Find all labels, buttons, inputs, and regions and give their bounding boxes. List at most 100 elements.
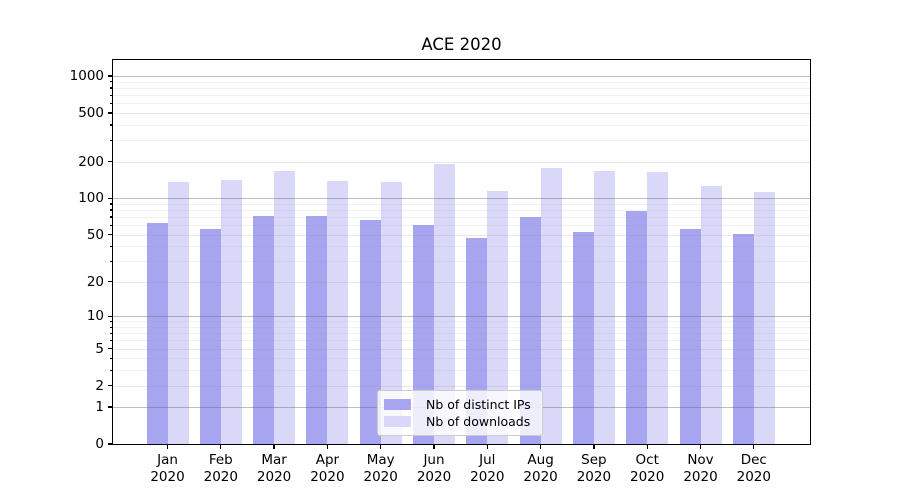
gridline-500: [113, 112, 810, 114]
x-tick-label-jun: Jun 2020: [416, 452, 452, 485]
gridline-1000: [113, 76, 810, 77]
y-tick-label-1: 1: [95, 399, 104, 416]
bar-nb-of-downloads-jan: [167, 181, 189, 444]
y-minor-tick-700: [110, 94, 113, 96]
bar-nb-of-distinct-ips-jan: [146, 222, 168, 444]
x-tick-dec: [753, 444, 755, 449]
y-tick-50: [108, 233, 113, 236]
y-minor-tick-80: [110, 209, 113, 211]
gridline-minor-4: [113, 358, 810, 360]
legend-item-distinct-ips: Nb of distinct IPs: [384, 396, 536, 413]
gridline-200: [113, 161, 810, 163]
x-tick-apr: [326, 444, 329, 449]
gridline-minor-6: [113, 340, 810, 342]
bar-nb-of-downloads-sep: [593, 171, 615, 444]
x-tick-label-may: May 2020: [363, 452, 398, 485]
y-tick-label-100: 100: [78, 190, 104, 207]
y-tick-label-200: 200: [78, 153, 104, 170]
y-tick-2: [108, 384, 113, 387]
x-tick-jan: [166, 444, 169, 449]
bar-nb-of-distinct-ips-oct: [626, 210, 648, 444]
y-tick-label-2: 2: [95, 377, 104, 394]
legend-swatch-downloads: [384, 416, 411, 427]
gridline-minor-40: [113, 246, 810, 248]
x-tick-label-apr: Apr 2020: [310, 452, 345, 485]
y-minor-tick-70: [110, 216, 113, 218]
gridline-minor-8: [113, 327, 810, 328]
bar-nb-of-distinct-ips-mar: [253, 215, 275, 444]
bar-nb-of-distinct-ips-may: [359, 220, 381, 444]
plot-area: Nb of distinct IPs Nb of downloads: [112, 59, 811, 445]
y-tick-label-1000: 1000: [69, 68, 104, 84]
bar-nb-of-downloads-mar: [274, 171, 296, 444]
x-tick-mar: [273, 444, 275, 449]
x-tick-oct: [646, 444, 648, 449]
y-tick-1: [108, 406, 113, 408]
x-tick-label-dec: Dec 2020: [736, 452, 771, 485]
x-tick-label-jan: Jan 2020: [150, 452, 185, 485]
bar-nb-of-distinct-ips-jun: [413, 225, 434, 444]
legend-swatch-distinct-ips: [384, 399, 411, 410]
y-minor-tick-90: [110, 203, 113, 205]
y-minor-tick-800: [110, 87, 113, 89]
y-tick-5: [108, 347, 113, 350]
gridline-minor-3: [113, 370, 810, 372]
x-tick-label-jul: Jul 2020: [470, 452, 505, 485]
bar-nb-of-downloads-may: [380, 182, 402, 444]
y-tick-10: [108, 315, 113, 317]
y-minor-tick-60: [110, 224, 113, 226]
gridline-10: [113, 316, 810, 318]
y-minor-tick-7: [110, 332, 113, 335]
y-minor-tick-6: [110, 339, 113, 342]
y-tick-label-20: 20: [86, 273, 104, 290]
x-tick-label-mar: Mar 2020: [256, 452, 292, 485]
x-tick-label-nov: Nov 2020: [683, 452, 718, 485]
y-minor-tick-30: [110, 260, 113, 262]
y-minor-tick-3: [110, 369, 113, 372]
gridline-minor-60: [113, 225, 810, 226]
legend-label-distinct-ips: Nb of distinct IPs: [426, 397, 531, 412]
gridline-minor-80: [113, 209, 810, 211]
x-tick-may: [380, 444, 382, 449]
bar-nb-of-distinct-ips-sep: [572, 231, 594, 444]
y-minor-tick-400: [110, 124, 113, 126]
x-tick-aug: [539, 444, 542, 449]
x-tick-label-oct: Oct 2020: [630, 452, 665, 485]
gridline-2: [113, 385, 810, 387]
gridline-minor-400: [113, 124, 810, 126]
bar-nb-of-distinct-ips-nov: [679, 228, 701, 444]
y-tick-500: [108, 112, 113, 114]
bar-nb-of-distinct-ips-dec: [732, 233, 754, 444]
x-tick-jun: [433, 444, 435, 449]
y-tick-label-10: 10: [86, 308, 104, 325]
bar-nb-of-downloads-nov: [700, 186, 722, 444]
y-tick-100: [108, 197, 113, 199]
grid-layer: [113, 60, 810, 444]
bar-nb-of-downloads-jul: [487, 191, 509, 444]
gridline-20: [113, 281, 810, 283]
gridline-minor-9: [113, 321, 810, 323]
y-tick-label-0: 0: [95, 436, 104, 452]
bar-nb-of-downloads-feb: [220, 180, 242, 444]
y-minor-tick-900: [110, 81, 113, 83]
gridline-minor-90: [113, 203, 810, 205]
chart-title: ACE 2020: [421, 35, 502, 54]
gridline-minor-7: [113, 333, 810, 335]
y-tick-20: [108, 281, 113, 283]
gridline-minor-900: [113, 81, 810, 83]
bar-nb-of-downloads-apr: [327, 180, 349, 444]
gridline-minor-300: [113, 140, 810, 141]
y-tick-1000: [108, 75, 113, 77]
x-tick-label-sep: Sep 2020: [576, 452, 612, 485]
x-tick-label-aug: Aug 2020: [523, 452, 558, 485]
x-tick-sep: [593, 444, 595, 449]
bar-nb-of-distinct-ips-aug: [519, 216, 541, 444]
y-tick-label-500: 500: [78, 104, 104, 121]
y-tick-label-50: 50: [86, 226, 104, 243]
gridline-5: [113, 348, 810, 350]
y-minor-tick-8: [110, 326, 113, 328]
gridline-minor-70: [113, 216, 810, 218]
y-minor-tick-600: [110, 102, 113, 105]
gridline-minor-600: [113, 103, 810, 105]
